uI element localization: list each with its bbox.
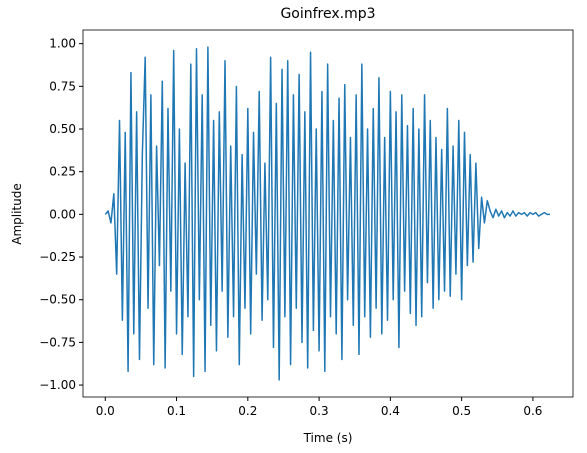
y-tick-label: −0.25 xyxy=(39,250,76,264)
x-tick-label: 0.0 xyxy=(96,404,115,418)
x-tick-label: 0.4 xyxy=(381,404,400,418)
y-tick-label: 0.25 xyxy=(49,165,76,179)
x-axis-label: Time (s) xyxy=(303,431,353,445)
y-axis-label: Amplitude xyxy=(10,183,24,245)
y-tick-label: 0.00 xyxy=(49,207,76,221)
y-tick-label: −0.75 xyxy=(39,335,76,349)
y-tick-label: −1.00 xyxy=(39,378,76,392)
waveform-line xyxy=(104,46,551,381)
y-tick-label: 0.50 xyxy=(49,122,76,136)
y-tick-label: 0.75 xyxy=(49,79,76,93)
chart-title: Goinfrex.mp3 xyxy=(280,6,375,22)
x-tick-label: 0.5 xyxy=(452,404,471,418)
y-tick-label: 1.00 xyxy=(49,37,76,51)
plot-frame xyxy=(82,29,574,398)
x-tick-label: 0.2 xyxy=(238,404,257,418)
x-tick-label: 0.3 xyxy=(310,404,329,418)
x-tick-label: 0.6 xyxy=(523,404,542,418)
x-tick-label: 0.1 xyxy=(167,404,186,418)
y-tick-label: −0.50 xyxy=(39,293,76,307)
